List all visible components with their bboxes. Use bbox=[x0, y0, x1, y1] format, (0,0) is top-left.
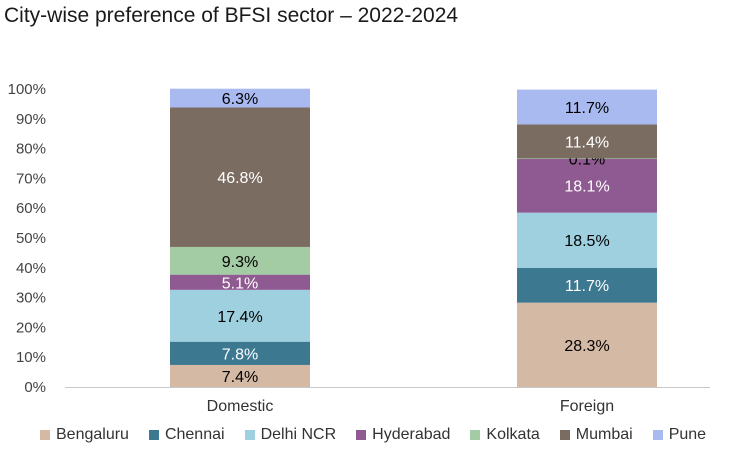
legend-swatch bbox=[356, 430, 367, 440]
bar-segment bbox=[170, 246, 310, 275]
bar-segment bbox=[517, 158, 657, 213]
data-label: 46.8% bbox=[217, 170, 262, 187]
bar-segment bbox=[170, 88, 310, 108]
data-label: 11.4% bbox=[565, 134, 609, 151]
legend-label: Kolkata bbox=[486, 426, 540, 443]
chart-legend: Bengaluru Chennai Delhi NCR Hyderabad Kolkat… bbox=[40, 426, 706, 444]
legend-item: Pune bbox=[652, 426, 707, 444]
x-category-label: Foreign bbox=[560, 398, 614, 415]
y-tick-label: 20% bbox=[16, 319, 46, 336]
y-tick-label: 0% bbox=[24, 379, 46, 396]
data-label: 7.8% bbox=[222, 346, 258, 363]
chart-title: City-wise preference of BFSI sector – 20… bbox=[4, 4, 459, 27]
bar-segment bbox=[170, 107, 310, 247]
y-tick-label: 30% bbox=[16, 290, 46, 307]
legend-swatch bbox=[470, 430, 481, 440]
bar-segment bbox=[170, 289, 310, 342]
legend-item: Mumbai bbox=[559, 426, 633, 444]
legend-swatch bbox=[40, 430, 50, 440]
y-tick-label: 10% bbox=[16, 349, 46, 366]
data-label: 17.4% bbox=[217, 309, 262, 326]
legend-label: Mumbai bbox=[575, 426, 633, 443]
legend-label: Pune bbox=[668, 426, 707, 443]
data-label: 5.1% bbox=[222, 275, 258, 292]
legend-swatch bbox=[148, 430, 159, 440]
x-category-label: Domestic bbox=[207, 398, 274, 415]
bar-segment bbox=[170, 364, 310, 387]
y-tick-label: 40% bbox=[16, 260, 46, 277]
y-tick-label: 70% bbox=[16, 170, 46, 187]
bar-segment bbox=[517, 302, 657, 387]
data-label: 6.3% bbox=[222, 91, 258, 108]
data-label: 7.4% bbox=[222, 369, 258, 386]
legend-item: Kolkata bbox=[470, 426, 540, 444]
y-tick-label: 60% bbox=[16, 200, 46, 217]
y-tick-label: 50% bbox=[16, 230, 46, 247]
legend-item: Delhi NCR bbox=[244, 426, 337, 444]
bar-segment bbox=[517, 124, 657, 159]
legend-item: Bengaluru bbox=[40, 426, 129, 444]
y-tick-label: 80% bbox=[16, 141, 46, 158]
data-label: 18.1% bbox=[564, 179, 609, 196]
data-label: 9.3% bbox=[222, 254, 258, 271]
legend-label: Hyderabad bbox=[372, 426, 451, 443]
bar-segment bbox=[517, 212, 657, 268]
data-label: 18.5% bbox=[564, 233, 609, 250]
data-label: 11.7% bbox=[565, 278, 609, 295]
bar-segment bbox=[517, 158, 657, 160]
data-label: 28.3% bbox=[564, 338, 609, 355]
legend-item: Chennai bbox=[148, 426, 225, 444]
data-label: 11.7% bbox=[565, 100, 609, 117]
y-tick-label: 100% bbox=[8, 81, 46, 98]
bar-segment bbox=[517, 89, 657, 125]
legend-swatch bbox=[559, 430, 570, 440]
legend-label: Delhi NCR bbox=[260, 426, 337, 443]
legend-swatch bbox=[244, 430, 255, 440]
stacked-bar-chart: 0% 10% 20% 30% 40% 50% 60% 70% 80% 90% 100% 7.4% 7.8… bbox=[8, 81, 710, 415]
legend-label: Bengaluru bbox=[56, 426, 129, 443]
bar-segment bbox=[170, 341, 310, 365]
bar-segment bbox=[170, 274, 310, 290]
legend-swatch bbox=[652, 430, 663, 440]
legend-item: Hyderabad bbox=[356, 426, 450, 444]
y-tick-label: 90% bbox=[16, 111, 46, 128]
legend-label: Chennai bbox=[164, 426, 225, 443]
bar-segment bbox=[517, 267, 657, 303]
